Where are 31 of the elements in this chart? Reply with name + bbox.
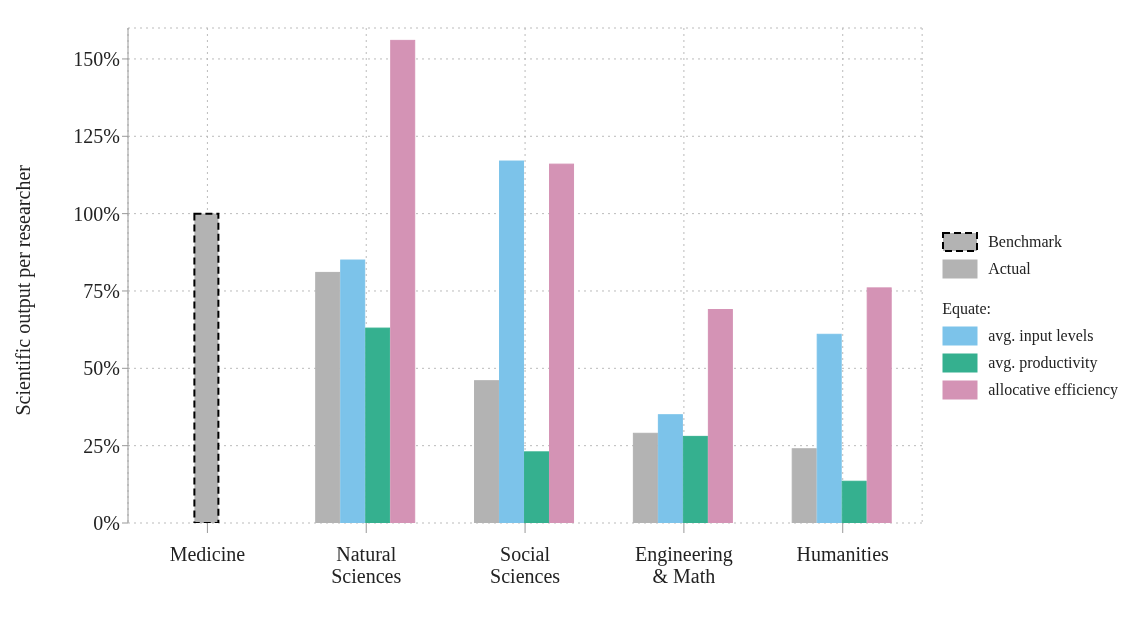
y-tick-label: 150%	[73, 48, 120, 71]
bar	[816, 333, 842, 523]
y-tick-label: 25%	[83, 434, 120, 457]
bar	[549, 163, 575, 523]
y-tick-label: 100%	[73, 202, 120, 225]
bar	[340, 259, 366, 523]
bar	[365, 327, 391, 523]
bar	[499, 160, 525, 523]
bar	[866, 287, 892, 523]
bar	[390, 39, 416, 523]
x-tick-label: Engineering & Math	[635, 543, 733, 587]
legend-label: avg. productivity	[988, 353, 1098, 372]
legend-label: avg. input levels	[988, 326, 1094, 345]
x-tick-label: Natural Sciences	[331, 543, 402, 587]
y-tick-label: 125%	[73, 125, 120, 148]
bar	[707, 309, 733, 523]
x-tick-label: Medicine	[169, 543, 246, 565]
bar	[682, 435, 708, 523]
legend-label: Benchmark	[988, 232, 1062, 251]
bar	[657, 414, 683, 523]
x-tick-label: Humanities	[796, 543, 890, 565]
bar	[524, 451, 550, 523]
y-tick-label: 0%	[93, 512, 120, 535]
legend-label: allocative efficiency	[988, 380, 1118, 399]
y-tick-label: 50%	[83, 357, 120, 380]
legend-title: Equate:	[942, 300, 992, 318]
legend-label: Actual	[988, 259, 1031, 278]
y-tick-label: 75%	[83, 280, 120, 303]
y-axis-title: Scientific output per researcher	[12, 164, 36, 416]
x-tick-label: Social Sciences	[490, 543, 561, 587]
bar	[841, 480, 867, 523]
